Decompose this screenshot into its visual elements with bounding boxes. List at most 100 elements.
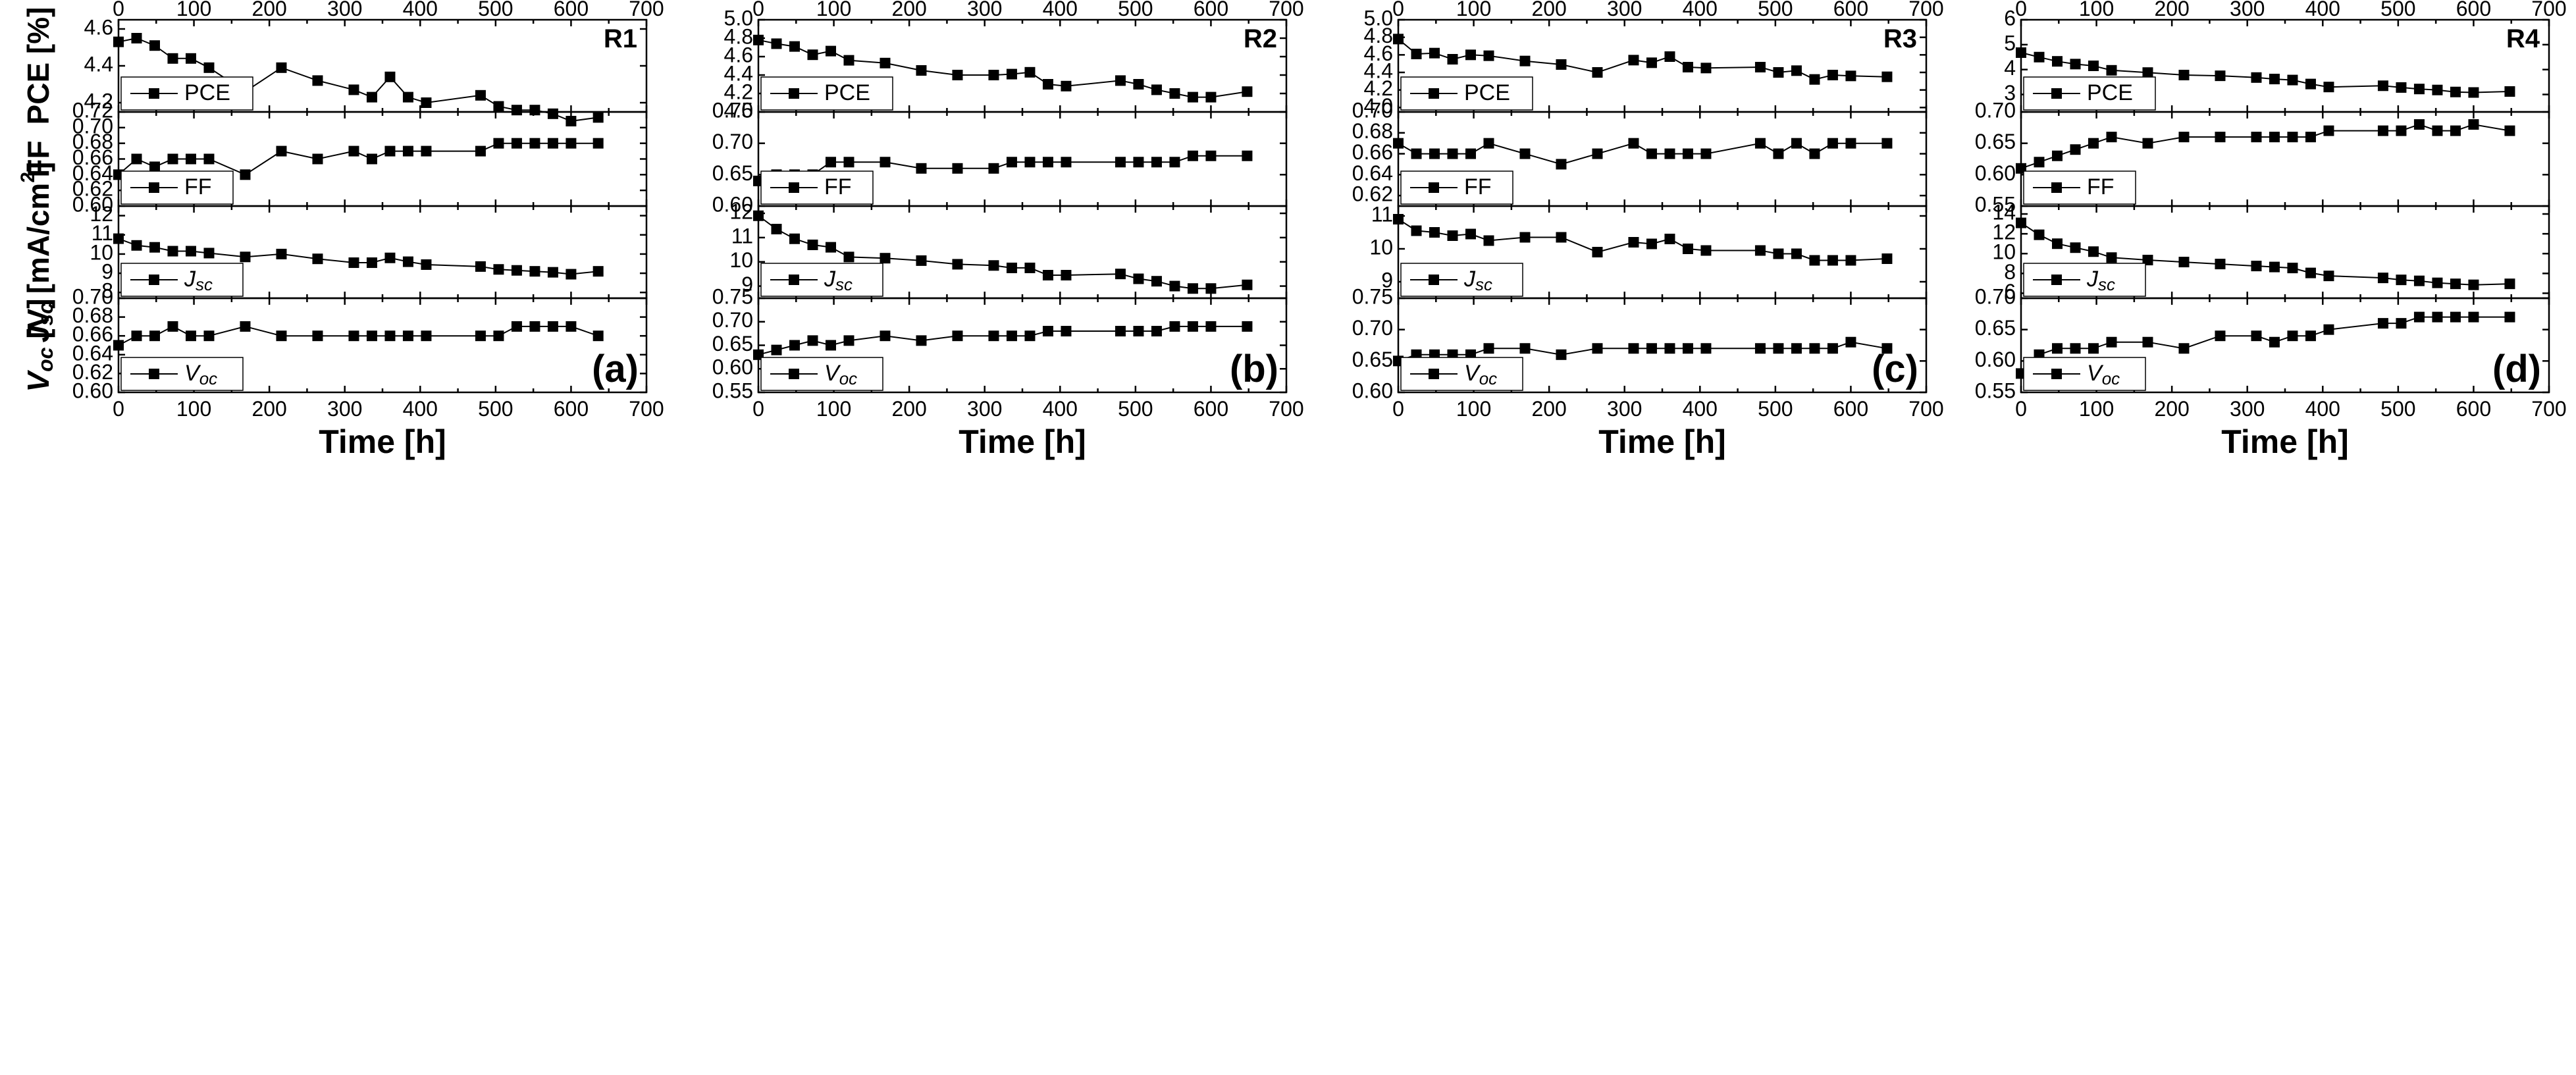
- subplot-R2-FF: 0.60 0.65 0.70 0.75 FF: [712, 98, 1288, 216]
- data-point-PCE: [1393, 34, 1404, 45]
- bottom-x-tick-label: 100: [176, 397, 211, 421]
- data-point-FF: [2504, 125, 2515, 136]
- subplot-R3-Jsc: 9 10 11 Jsc: [1369, 202, 1928, 300]
- data-point-PCE: [1133, 79, 1144, 90]
- row-label-main: FF: [21, 140, 55, 177]
- data-point-Jsc: [2287, 263, 2298, 274]
- bottom-x-tick-label: 100: [816, 397, 851, 421]
- data-point-PCE: [1700, 63, 1712, 74]
- data-point-PCE: [2450, 86, 2461, 97]
- data-point-PCE: [1519, 55, 1531, 66]
- data-point-Jsc: [421, 259, 432, 270]
- legend-marker: [789, 182, 799, 193]
- y-tick-label: 0.64: [1352, 161, 1393, 185]
- y-tick-label: 0.55: [1975, 192, 2016, 216]
- data-point-Voc: [2468, 311, 2479, 323]
- data-point-Voc: [2450, 311, 2461, 323]
- y-tick-label: 5: [2004, 31, 2016, 55]
- data-point-Voc: [1791, 343, 1802, 354]
- data-point-PCE: [753, 34, 764, 45]
- top-x-tick-label: 300: [1607, 0, 1642, 20]
- data-point-PCE: [384, 71, 396, 82]
- data-point-PCE: [1024, 66, 1036, 78]
- data-point-Jsc: [2034, 229, 2045, 240]
- data-point-FF: [1429, 148, 1440, 159]
- data-point-FF: [1556, 159, 1567, 170]
- data-point-Voc: [1646, 343, 1657, 354]
- data-point-Jsc: [149, 242, 160, 253]
- legend-marker: [2051, 369, 2062, 379]
- data-point-PCE: [2396, 82, 2407, 93]
- data-point-FF: [916, 163, 927, 174]
- row-label-4: Voc [V]: [21, 298, 57, 392]
- data-point-FF: [421, 145, 432, 157]
- data-point-Jsc: [203, 248, 215, 259]
- y-tick-label: 14: [1992, 200, 2016, 224]
- data-point-PCE: [2142, 67, 2153, 78]
- y-tick-label: 0.66: [1352, 140, 1393, 164]
- data-point-Voc: [1845, 336, 1856, 348]
- legend-label: PCE: [824, 80, 870, 105]
- data-point-FF: [1242, 150, 1253, 161]
- y-tick-label: 0.68: [1352, 119, 1393, 143]
- data-point-Voc: [1592, 343, 1603, 354]
- row-label-1: PCE [%]: [21, 7, 55, 125]
- legend-label-sub: oc: [199, 369, 217, 388]
- data-point-Voc: [2178, 343, 2190, 354]
- subplot-R1-Voc: 0.600.620.640.660.680.70 Voc (a): [72, 284, 648, 402]
- data-point-FF: [203, 153, 215, 165]
- data-point-Jsc: [1465, 228, 1476, 240]
- data-point-Voc: [592, 330, 604, 342]
- legend-marker: [149, 275, 159, 285]
- y-tick-label: 5.0: [1364, 6, 1393, 30]
- top-x-tick-label: 100: [1456, 0, 1491, 20]
- data-point-PCE: [475, 90, 486, 101]
- y-tick-label: 11: [1371, 202, 1393, 226]
- data-point-PCE: [2215, 70, 2226, 82]
- data-point-FF: [366, 153, 377, 165]
- data-point-FF: [1881, 138, 1893, 149]
- y-tick-label: 12: [1992, 221, 2016, 244]
- legend-label: Voc: [2087, 361, 2120, 388]
- data-point-FF: [1791, 138, 1802, 149]
- data-point-Voc: [2396, 318, 2407, 329]
- data-point-FF: [1006, 157, 1017, 168]
- data-point-FF: [1483, 138, 1494, 149]
- data-point-PCE: [1664, 51, 1675, 62]
- x-axis-title: Time [h]: [1598, 423, 1726, 460]
- y-tick-label: 9: [1381, 268, 1393, 292]
- y-tick-label: 0.65: [1975, 130, 2016, 153]
- data-point-Jsc: [529, 266, 540, 277]
- y-tick-label: 0.64: [72, 161, 113, 185]
- data-point-FF: [2034, 157, 2045, 168]
- data-point-FF: [1773, 148, 1784, 159]
- data-point-Jsc: [1483, 235, 1494, 246]
- y-tick-label: 0.70: [1352, 98, 1393, 122]
- y-tick-label: 0.55: [1975, 379, 2016, 402]
- data-point-PCE: [348, 84, 359, 95]
- data-point-PCE: [312, 75, 323, 86]
- bottom-x-tick-label: 600: [554, 397, 589, 421]
- legend-label-sub: oc: [839, 369, 857, 388]
- legend-marker: [149, 369, 159, 379]
- data-point-PCE: [2377, 80, 2388, 92]
- data-point-PCE: [2432, 84, 2443, 95]
- y-tick-label: 12: [90, 202, 113, 226]
- legend-marker: [789, 369, 799, 379]
- data-point-Voc: [2215, 330, 2226, 342]
- top-x-tick-label: 200: [1531, 0, 1566, 20]
- data-point-PCE: [2106, 65, 2117, 76]
- data-point-Jsc: [185, 246, 196, 257]
- legend-label-main: V: [2087, 361, 2104, 386]
- data-point-Jsc: [2251, 261, 2262, 272]
- data-point-PCE: [1628, 55, 1639, 66]
- y-tick-label: 10: [1992, 240, 2016, 264]
- legend-label: FF: [184, 174, 212, 199]
- data-point-PCE: [2413, 84, 2425, 95]
- data-point-Jsc: [475, 261, 486, 272]
- bottom-x-tick-label: 500: [1118, 397, 1153, 421]
- data-point-PCE: [547, 108, 558, 119]
- y-tick-label: 0.70: [1352, 316, 1393, 340]
- data-point-PCE: [2034, 51, 2045, 63]
